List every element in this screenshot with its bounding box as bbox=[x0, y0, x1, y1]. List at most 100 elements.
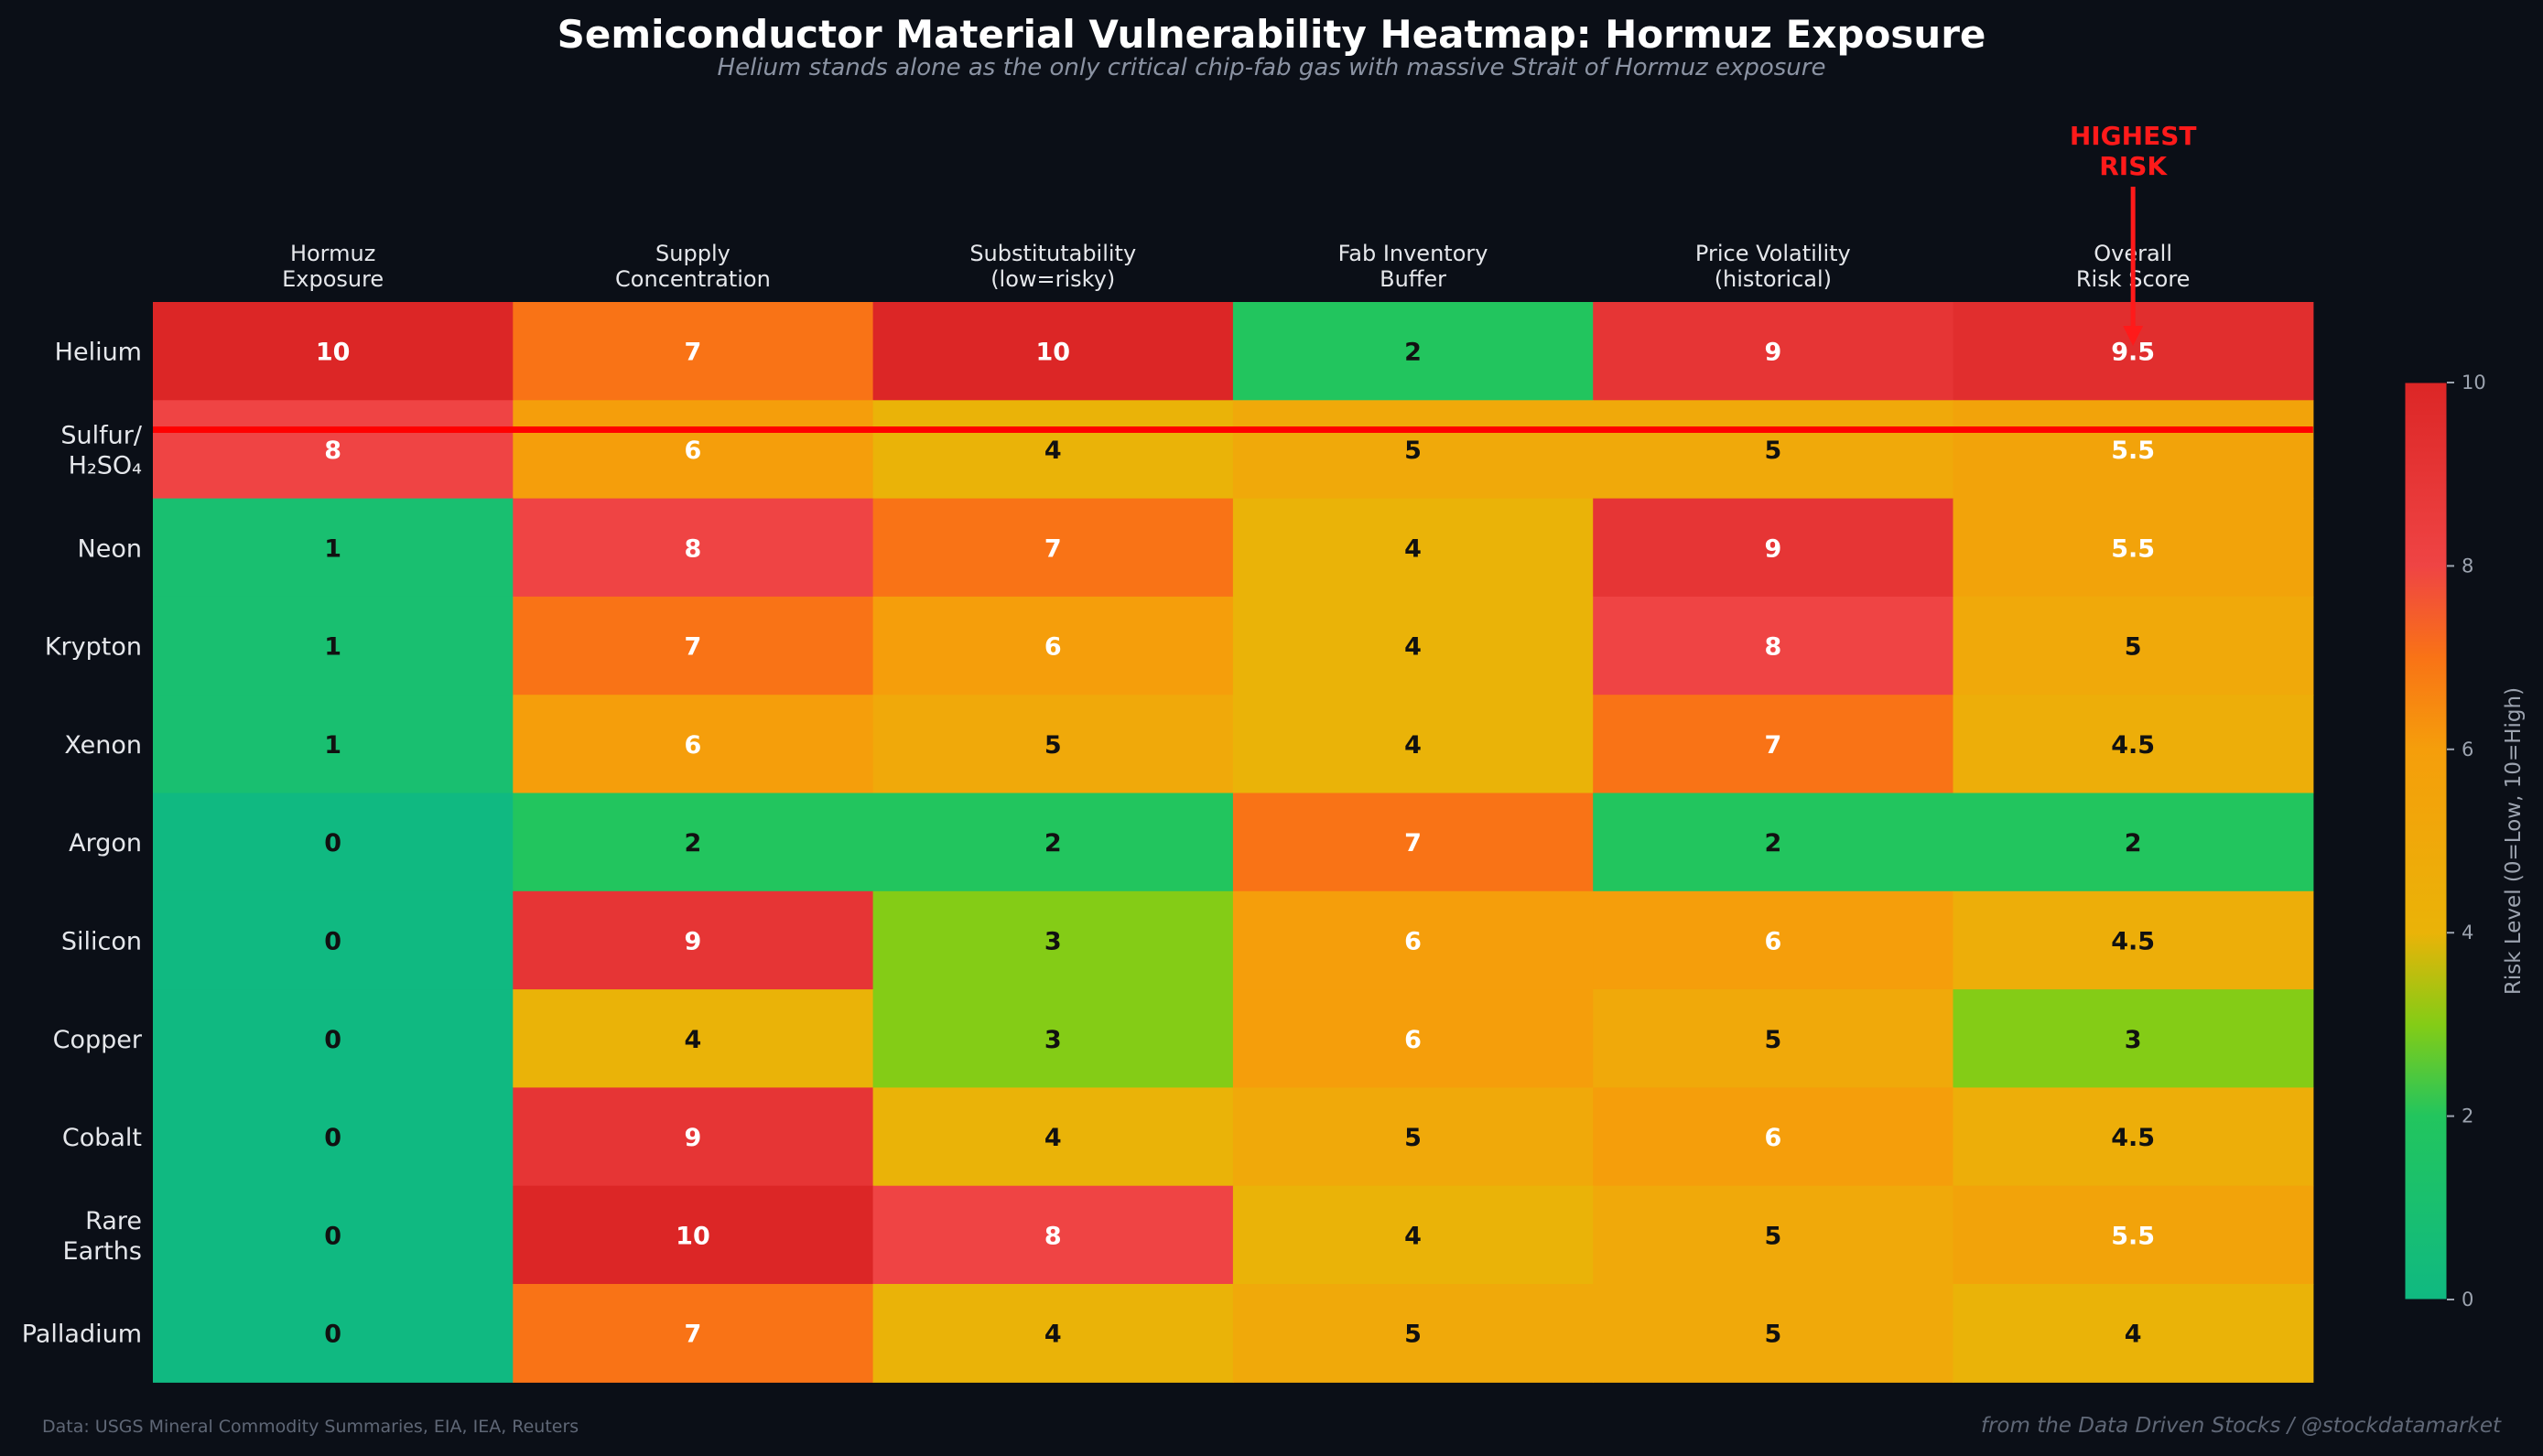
heatmap-cell bbox=[1953, 890, 2314, 990]
column-header: (historical) bbox=[1715, 266, 1832, 292]
heatmap-cell bbox=[1593, 596, 1954, 696]
cell-value-label: 6 bbox=[685, 731, 702, 760]
cell-value-label: 4 bbox=[1044, 1321, 1062, 1349]
heatmap-cell bbox=[872, 302, 1234, 401]
annotation-text: HIGHEST bbox=[2070, 121, 2197, 151]
heatmap-cell bbox=[1953, 1284, 2314, 1383]
chart-title: Semiconductor Material Vulnerability Hea… bbox=[557, 12, 1986, 57]
row-label: Rare bbox=[85, 1207, 142, 1235]
cell-value-label: 6 bbox=[1764, 927, 1781, 955]
cell-value-label: 5 bbox=[1764, 1026, 1781, 1054]
heatmap-cell bbox=[153, 1185, 514, 1285]
heatmap-cell bbox=[513, 1087, 874, 1187]
row-label: Copper bbox=[53, 1026, 143, 1054]
credit-note: from the Data Driven Stocks / @stockdata… bbox=[1980, 1414, 2501, 1438]
cell-value-label: 4.5 bbox=[2111, 731, 2155, 760]
heatmap-cell bbox=[872, 498, 1234, 598]
cell-value-label: 1 bbox=[324, 534, 341, 563]
row-label: Helium bbox=[55, 339, 142, 367]
cell-value-label: 5 bbox=[1764, 1321, 1781, 1349]
cell-value-label: 4 bbox=[1404, 1222, 1422, 1250]
heatmap-cells bbox=[153, 302, 2314, 1383]
heatmap-cell bbox=[1593, 695, 1954, 794]
cell-value-label: 7 bbox=[1764, 731, 1781, 760]
cell-value-label: 5 bbox=[1044, 731, 1062, 760]
heatmap-cell bbox=[1232, 1284, 1594, 1383]
heatmap-cell bbox=[1953, 596, 2314, 696]
cell-value-label: 4 bbox=[1404, 633, 1422, 662]
column-header: Concentration bbox=[615, 266, 771, 292]
colorbar-tick-label: 10 bbox=[2462, 372, 2486, 394]
cell-value-label: 2 bbox=[1044, 829, 1062, 857]
heatmap-cell bbox=[153, 596, 514, 696]
cell-value-label: 9 bbox=[1764, 534, 1781, 563]
column-header: Supply bbox=[655, 241, 730, 266]
heatmap-cell bbox=[1232, 890, 1594, 990]
heatmap-cell bbox=[1953, 400, 2314, 500]
column-header: Fab Inventory bbox=[1338, 241, 1488, 266]
heatmap-cell bbox=[872, 1185, 1234, 1285]
cell-value-label: 0 bbox=[324, 927, 341, 955]
row-label: Argon bbox=[69, 829, 142, 857]
heatmap-cell bbox=[513, 400, 874, 500]
heatmap-cell bbox=[872, 1087, 1234, 1187]
heatmap-cell bbox=[513, 498, 874, 598]
column-header: Price Volatility bbox=[1695, 241, 1851, 266]
colorbar-tick-label: 8 bbox=[2462, 555, 2473, 577]
chart-subtitle: Helium stands alone as the only critical… bbox=[718, 54, 1826, 81]
heatmap-cell bbox=[872, 793, 1234, 892]
cell-value-label: 3 bbox=[2125, 1026, 2142, 1054]
row-label: H₂SO₄ bbox=[69, 451, 142, 480]
heatmap-cell bbox=[153, 1284, 514, 1383]
cell-value-label: 10 bbox=[1035, 339, 1070, 367]
cell-value-label: 9 bbox=[685, 1124, 702, 1152]
heatmap-cell bbox=[153, 989, 514, 1088]
colorbar-tick-label: 0 bbox=[2462, 1289, 2473, 1310]
heatmap-cell bbox=[1593, 302, 1954, 401]
cell-value-label: 5 bbox=[1404, 1321, 1422, 1349]
column-header: Buffer bbox=[1380, 266, 1446, 292]
cell-value-label: 4 bbox=[1044, 1124, 1062, 1152]
heatmap-cell bbox=[513, 793, 874, 892]
cell-value-label: 2 bbox=[2125, 829, 2142, 857]
colorbar-tick-label: 6 bbox=[2462, 739, 2473, 760]
cell-value-label: 6 bbox=[1044, 633, 1062, 662]
cell-value-label: 4 bbox=[1404, 534, 1422, 563]
heatmap-cell bbox=[1953, 1185, 2314, 1285]
cell-value-label: 5 bbox=[1404, 1124, 1422, 1152]
cell-value-label: 7 bbox=[1044, 534, 1062, 563]
heatmap-cell bbox=[1232, 498, 1594, 598]
heatmap-cell bbox=[1593, 793, 1954, 892]
cell-value-label: 4 bbox=[685, 1026, 702, 1054]
heatmap-cell bbox=[1232, 302, 1594, 401]
heatmap-cell bbox=[1953, 695, 2314, 794]
row-label: Krypton bbox=[45, 633, 142, 662]
cell-value-label: 4 bbox=[1404, 731, 1422, 760]
heatmap-cell bbox=[513, 989, 874, 1088]
cell-value-label: 4.5 bbox=[2111, 927, 2155, 955]
colorbar-gradient bbox=[2404, 382, 2448, 1300]
heatmap-cell bbox=[1593, 989, 1954, 1088]
heatmap-cell bbox=[1232, 695, 1594, 794]
cell-value-label: 6 bbox=[685, 437, 702, 465]
heatmap-cell bbox=[872, 1284, 1234, 1383]
heatmap-cell bbox=[513, 695, 874, 794]
heatmap-cell bbox=[513, 1284, 874, 1383]
cell-value-label: 5.5 bbox=[2111, 1222, 2155, 1250]
column-header: Substitutability bbox=[969, 241, 1136, 266]
heatmap-cell bbox=[1953, 793, 2314, 892]
heatmap-cell bbox=[1953, 1087, 2314, 1187]
row-label: Silicon bbox=[61, 927, 142, 955]
heatmap-cell bbox=[1232, 400, 1594, 500]
cell-value-label: 7 bbox=[1404, 829, 1422, 857]
row-labels: Helium Sulfur/H₂SO₄ Neon Krypton Xenon Argon S… bbox=[22, 339, 143, 1349]
heatmap-cell bbox=[1232, 1185, 1594, 1285]
cell-value-label: 9 bbox=[1764, 339, 1781, 367]
column-header: Exposure bbox=[282, 266, 384, 292]
cell-value-label: 9 bbox=[685, 927, 702, 955]
row-label: Neon bbox=[78, 534, 142, 563]
heatmap-cell bbox=[513, 1185, 874, 1285]
heatmap-cell bbox=[1953, 989, 2314, 1088]
